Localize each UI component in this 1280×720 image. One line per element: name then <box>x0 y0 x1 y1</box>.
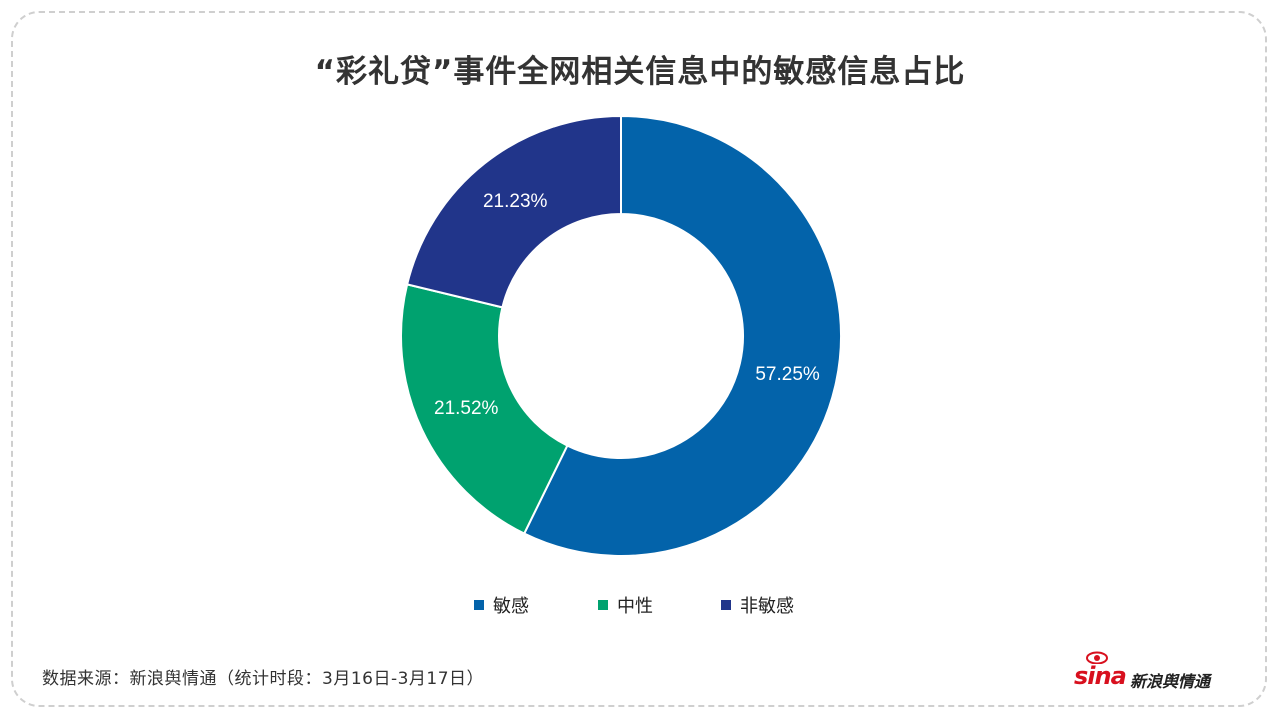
legend-item-nonsensitive: 非敏感 <box>721 592 794 618</box>
legend-swatch-nonsensitive <box>721 600 731 610</box>
logo-brand-text: sina <box>1074 662 1127 690</box>
legend-label-sensitive: 敏感 <box>493 596 529 617</box>
sina-eye-icon <box>1086 651 1108 664</box>
legend-swatch-neutral <box>598 600 608 610</box>
legend-item-neutral: 中性 <box>598 592 653 618</box>
slice-label-neutral: 21.52% <box>434 398 499 419</box>
sina-yuqingtong-logo: sina 新浪舆情通 <box>1074 651 1244 692</box>
legend: 敏感 中性 非敏感 <box>0 592 1280 618</box>
legend-swatch-sensitive <box>474 600 484 610</box>
data-source-note: 数据来源：新浪舆情通（统计时段：3月16日-3月17日） <box>42 669 485 689</box>
slice-label-nonsensitive: 21.23% <box>483 191 548 212</box>
donut-slice-nonsensitive <box>405 114 622 309</box>
donut-slice-sensitive <box>522 114 842 557</box>
slice-label-sensitive: 57.25% <box>755 364 820 385</box>
legend-label-neutral: 中性 <box>617 596 653 617</box>
donut-labels: 57.25% 21.52% 21.23% <box>434 191 820 419</box>
donut-slice-neutral <box>400 283 569 535</box>
donut-slices <box>400 114 842 557</box>
legend-label-nonsensitive: 非敏感 <box>740 596 794 617</box>
logo-product-text: 新浪舆情通 <box>1130 672 1211 691</box>
legend-item-sensitive: 敏感 <box>474 592 529 618</box>
chart-title: “彩礼贷”事件全网相关信息中的敏感信息占比 <box>314 54 966 90</box>
